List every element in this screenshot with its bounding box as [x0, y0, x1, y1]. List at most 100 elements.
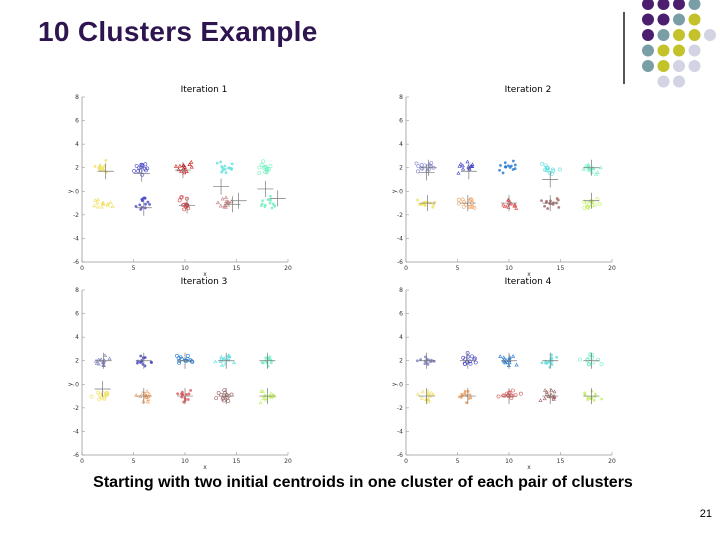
data-point — [223, 164, 227, 168]
y-tick-label: 0 — [75, 188, 79, 195]
centroid-marker — [177, 352, 193, 369]
decorative-divider — [623, 12, 625, 84]
y-tick-label: 0 — [399, 381, 403, 388]
data-point — [263, 165, 268, 170]
centroid-marker — [542, 195, 559, 212]
data-point — [456, 197, 461, 202]
data-point — [599, 362, 604, 367]
data-point — [420, 389, 425, 394]
data-point — [93, 164, 97, 168]
data-point — [187, 162, 192, 167]
data-point — [550, 353, 553, 357]
y-tick-label: 2 — [399, 165, 403, 172]
data-point — [263, 170, 267, 175]
data-point — [224, 392, 229, 397]
data-point — [465, 159, 470, 164]
data-point — [456, 171, 461, 175]
data-point — [182, 400, 186, 404]
data-point — [540, 199, 543, 203]
data-point — [595, 197, 600, 201]
centroid-marker — [133, 165, 150, 182]
data-point — [581, 167, 586, 171]
data-point — [185, 353, 190, 358]
data-point — [512, 203, 517, 208]
data-point — [148, 202, 152, 206]
data-point — [186, 398, 190, 401]
data-point — [501, 202, 506, 207]
data-point — [590, 389, 594, 393]
data-point — [587, 362, 592, 367]
x-tick-label: 10 — [181, 265, 189, 272]
data-point — [257, 165, 262, 170]
data-point — [216, 391, 221, 395]
data-point — [177, 198, 182, 203]
data-point — [502, 204, 507, 208]
x-tick-label: 0 — [80, 265, 84, 272]
data-point — [261, 361, 265, 365]
data-point — [507, 356, 512, 361]
data-point — [143, 162, 148, 167]
slide-caption: Starting with two initial centroids in o… — [93, 474, 633, 491]
data-point — [98, 168, 102, 172]
data-point — [586, 398, 589, 402]
data-point — [551, 397, 556, 401]
x-tick-label: 15 — [557, 458, 565, 465]
centroid-marker — [419, 195, 436, 212]
data-point — [220, 396, 225, 401]
y-tick-label: 6 — [399, 311, 403, 318]
data-point — [544, 361, 547, 365]
data-point — [179, 169, 184, 173]
data-point — [96, 197, 101, 201]
data-point — [463, 389, 467, 393]
x-tick-label: 20 — [284, 265, 292, 272]
plot-title: Iteration 1 — [181, 85, 228, 95]
x-axis-label: x — [203, 464, 207, 471]
y-axis-label: y — [67, 382, 74, 386]
data-point — [498, 354, 503, 358]
data-point — [173, 164, 178, 168]
x-axis-label: x — [527, 464, 531, 471]
data-point — [415, 359, 419, 363]
y-tick-label: -4 — [397, 428, 403, 435]
data-point — [501, 355, 506, 359]
data-point — [591, 360, 596, 365]
x-tick-label: 20 — [608, 265, 616, 272]
data-point — [99, 395, 104, 399]
data-point — [551, 169, 556, 173]
data-point — [544, 201, 548, 205]
data-point — [93, 198, 98, 202]
data-point — [269, 391, 274, 396]
y-tick-label: 4 — [75, 334, 79, 341]
data-point — [103, 353, 108, 357]
data-point — [462, 200, 467, 205]
data-point — [415, 392, 420, 396]
data-point — [269, 194, 272, 198]
data-point — [263, 393, 268, 398]
y-tick-label: 6 — [75, 118, 79, 125]
y-tick-label: -6 — [73, 452, 79, 459]
data-point — [590, 353, 595, 357]
data-point — [552, 394, 557, 399]
centroid-marker — [95, 352, 112, 369]
y-tick-label: -2 — [73, 212, 79, 219]
data-point — [514, 206, 519, 210]
centroid-marker — [224, 196, 241, 213]
data-point — [598, 165, 603, 170]
centroid-marker — [230, 192, 247, 209]
data-point — [511, 354, 516, 358]
data-point — [540, 361, 544, 365]
data-point — [137, 165, 142, 170]
data-point — [143, 364, 147, 368]
data-point — [457, 201, 461, 206]
data-point — [595, 170, 600, 174]
data-point — [585, 204, 589, 209]
data-point — [108, 200, 113, 205]
data-point — [230, 162, 234, 166]
y-axis-label: y — [391, 189, 398, 193]
data-point — [589, 169, 594, 174]
centroid-marker — [460, 163, 477, 180]
data-point — [422, 163, 427, 168]
centroid-marker — [501, 352, 517, 369]
